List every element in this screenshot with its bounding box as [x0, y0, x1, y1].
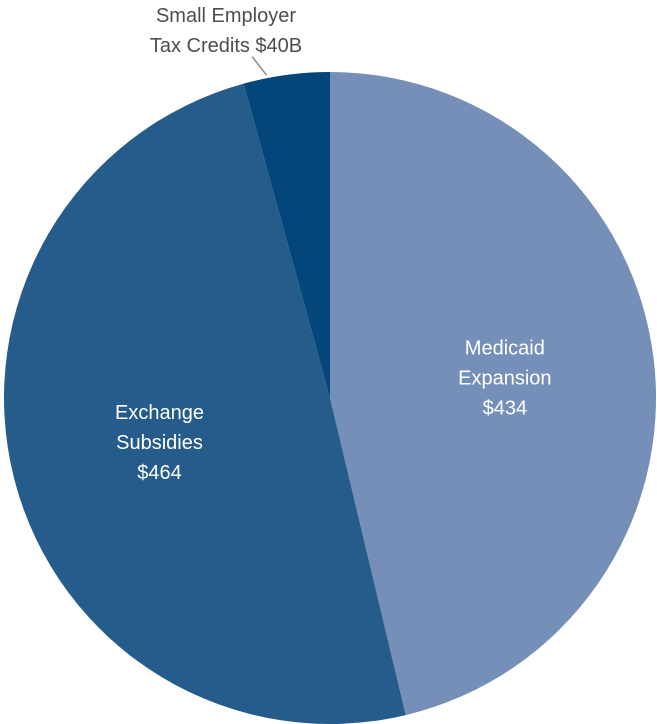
- leader-line-small-employer: [252, 57, 266, 75]
- slice-label-small-employer-line-1: Small Employer: [156, 5, 296, 27]
- slice-label-medicaid-line-2: Expansion: [458, 367, 551, 389]
- slice-label-medicaid-line-1: Medicaid: [465, 337, 545, 359]
- slice-label-medicaid-line-3: $434: [483, 397, 528, 419]
- slice-label-exchange-line-3: $464: [137, 462, 182, 484]
- slice-label-exchange-line-2: Subsidies: [116, 432, 203, 454]
- slice-label-exchange-line-1: Exchange: [115, 402, 204, 424]
- pie-slices: [4, 72, 656, 724]
- slice-label-small-employer-line-2: Tax Credits $40B: [150, 35, 302, 57]
